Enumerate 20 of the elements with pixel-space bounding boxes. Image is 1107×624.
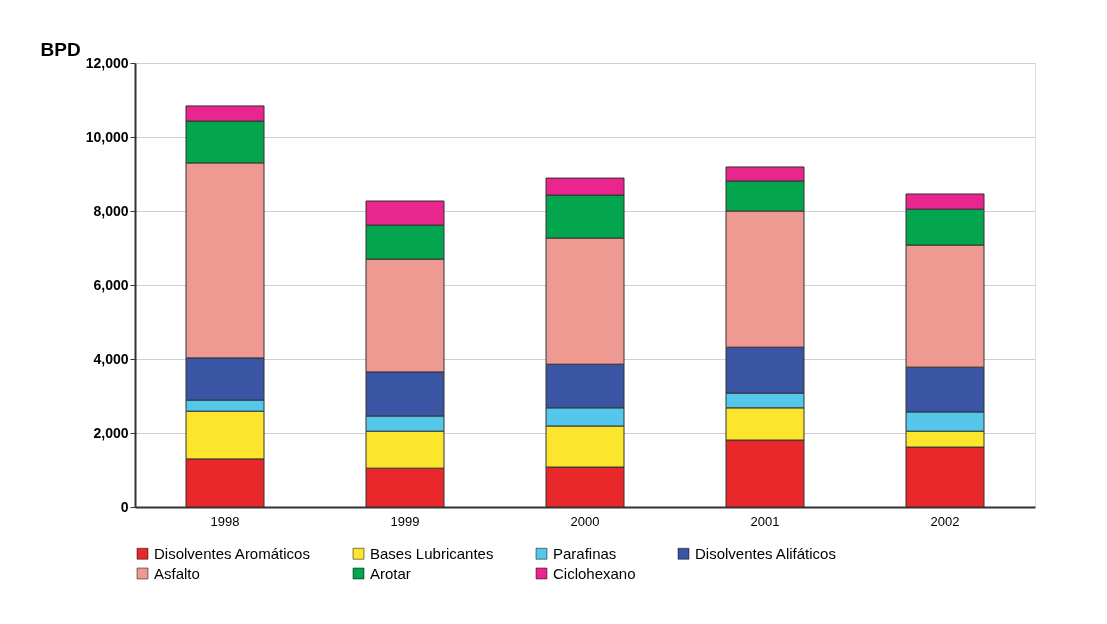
x-tick-label: 1998: [210, 513, 240, 529]
legend-label: Ciclohexano: [553, 564, 636, 582]
legend-label: Arotar: [370, 564, 411, 582]
y-tick-label: 6,000: [93, 276, 129, 293]
x-tick-label: 2001: [750, 513, 780, 529]
y-axis-title: BPD: [40, 38, 81, 60]
legend-label: Parafinas: [553, 544, 617, 562]
y-tick-label: 12,000: [85, 54, 129, 71]
y-tick-label: 10,000: [85, 128, 129, 145]
x-tick-label: 2002: [930, 513, 960, 529]
legend-label: Asfalto: [154, 564, 200, 582]
legend-label: Bases Lubricantes: [370, 544, 494, 562]
y-tick-label: 8,000: [93, 202, 129, 219]
x-tick-label: 1999: [390, 513, 420, 529]
legend-label: Disolventes Alifáticos: [695, 544, 836, 562]
y-tick-label: 0: [120, 498, 129, 515]
y-tick-label: 4,000: [93, 350, 129, 367]
x-tick-label: 2000: [570, 513, 600, 529]
legend-label: Disolventes Aromáticos: [154, 544, 310, 562]
y-tick-label: 2,000: [93, 424, 129, 441]
